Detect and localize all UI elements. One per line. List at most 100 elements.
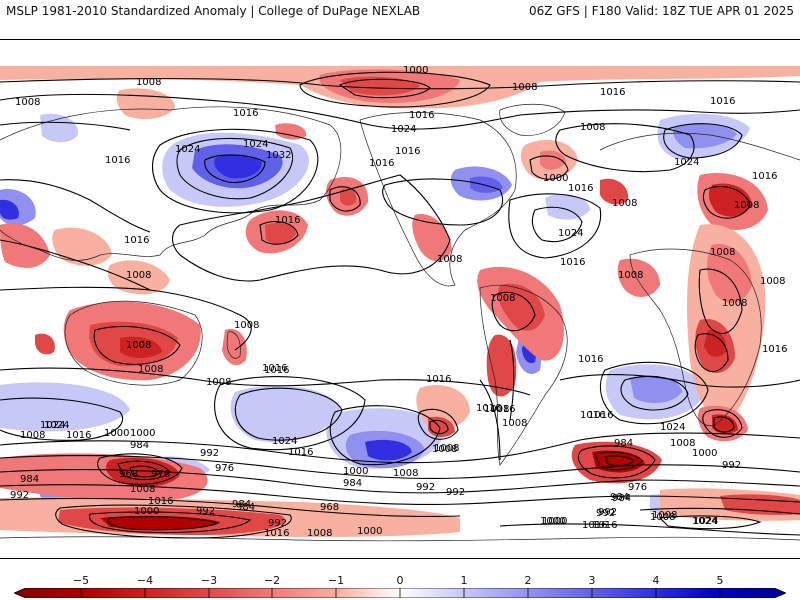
anomaly-red-indo	[107, 260, 170, 295]
isobar-1016-usa	[382, 178, 503, 226]
colorbar-tick-neg3: −3	[200, 574, 218, 587]
anomaly-red-nw	[116, 88, 175, 120]
isobar-1024-spac	[234, 387, 343, 441]
anomaly-red-arctic-max	[340, 76, 420, 96]
contour-label-1008-ind2: 1008	[760, 276, 785, 287]
contour-label-1016-far: 1016	[582, 520, 607, 531]
contour-label-1008-eu: 1008	[580, 122, 605, 133]
contour-label-1024-sp: 1024	[272, 436, 297, 447]
contour-label-1016-sam: 1016	[490, 404, 515, 415]
contour-label-1024-asia2: 1024	[243, 139, 268, 150]
isobar-1008-sam	[491, 291, 536, 332]
isobar-1016-satl	[599, 361, 709, 425]
contour-label-1016-sa: 1016	[476, 403, 501, 414]
coastline-africa	[629, 248, 762, 427]
isobar-1008-africa	[698, 268, 743, 334]
anomaly-red-so-w-core	[106, 457, 180, 487]
colorbar: −5 −4 −3 −2 −1 0 1 2 3 4 5	[0, 571, 800, 600]
contour-label-1008-sea: 1008	[126, 270, 151, 281]
isobar-1000-atl-low	[529, 155, 569, 180]
isobar-1016-atl-n	[555, 123, 695, 173]
contour-label-992-so5: 992	[268, 518, 287, 529]
contour-label-1016-sio: 1016	[66, 430, 91, 441]
isobar-1016-andes	[479, 379, 501, 461]
contour-label-984-so4: 984	[232, 499, 251, 510]
isobar-1016-ind	[0, 367, 531, 396]
contour-label-1016-ne1: 1016	[600, 87, 625, 98]
anomaly-red-so-max	[100, 515, 220, 530]
isobar-1008-npac-low	[329, 186, 361, 212]
contour-label-1016-ind: 1016	[762, 344, 787, 355]
contour-label-1024-nc: 1024	[391, 124, 416, 135]
contour-label-1016-nc: 1016	[233, 108, 258, 119]
chart-title: MSLP 1981-2010 Standardized Anomaly | Co…	[6, 4, 421, 18]
contour-label-1000-so3: 1000	[134, 506, 159, 517]
contour-label-1016-sp2: 1016	[426, 374, 451, 385]
colorbar-tick-2: 2	[524, 574, 532, 587]
contour-label-1000-sio2: 1000	[104, 428, 129, 439]
anomaly-red-nw2	[275, 123, 307, 140]
isobar-1032-siberia	[204, 154, 266, 184]
contour-label-1008-w: 1008	[15, 97, 40, 108]
contour-label-1016-usa: 1016	[369, 158, 394, 169]
coastline-europe	[599, 132, 800, 161]
isobar-1024-outer	[151, 128, 319, 214]
contour-label-984-sio2: 984	[236, 502, 255, 513]
colorbar-tick-neg1: −1	[327, 574, 345, 587]
contour-label-1008-far: 1008	[652, 510, 677, 521]
contour-label-1024-sio3: 1024	[40, 420, 65, 431]
contour-label-1016-ru: 1016	[752, 171, 777, 182]
contour-label-1024-asia: 1024	[175, 144, 200, 155]
contour-label-992-sp: 992	[416, 482, 435, 493]
contour-label-1016-w2: 1016	[124, 235, 149, 246]
isobar-1008-far	[639, 507, 800, 515]
isobar-1024-scand	[663, 123, 743, 159]
contour-label-1008-ru: 1008	[734, 200, 759, 211]
isobar-1016-atl-high	[508, 193, 602, 259]
contour-label-1008-sa: 1008	[502, 418, 527, 429]
contour-label-1008-nz: 1008	[432, 444, 457, 455]
contour-label-1000-so: 1000	[130, 428, 155, 439]
contour-label-984-so2: 984	[20, 474, 39, 485]
contour-label-1016-atl2: 1016	[560, 257, 585, 268]
isobar-968-satl-low	[594, 451, 643, 471]
contour-label-1008-af: 1008	[618, 270, 643, 281]
isobar-1000-sind-low	[713, 416, 735, 433]
contour-label-1016-atl: 1016	[568, 183, 593, 194]
contour-label-968-so: 968	[119, 469, 138, 480]
contour-label-984-sp: 984	[343, 478, 362, 489]
coastline-asia	[0, 106, 342, 261]
anomaly-red-africa-core1	[707, 244, 752, 303]
coastline-nz	[226, 331, 241, 359]
isobar-1016-safr	[559, 374, 800, 388]
contour-label-1008-so2: 1008	[130, 484, 155, 495]
contour-label-1008-sio3: 1008	[126, 340, 151, 351]
isobar-1024-atl-high	[531, 206, 583, 243]
isobar-1000-so-low	[55, 504, 292, 539]
contour-label-1008-so6: 1008	[307, 528, 332, 539]
isobar-1008-arctic	[0, 78, 800, 90]
anomaly-blue-ross-core	[365, 439, 412, 461]
contour-label-976-so: 976	[151, 469, 170, 480]
contour-label-992-so1: 992	[200, 448, 219, 459]
isobar-1024-satl	[620, 375, 689, 411]
isobar-976-satl-low	[577, 445, 656, 479]
anomaly-blue-spac	[230, 385, 340, 443]
isobar-1008-andes	[509, 339, 515, 421]
contour-label-1024-ind2: 1024	[660, 422, 685, 433]
isobar-1016-npac	[171, 174, 451, 282]
contour-label-1016-sio3: 1016	[264, 365, 289, 376]
contour-label-1008-af2: 1008	[722, 298, 747, 309]
contour-label-1000-far: 1000	[540, 516, 565, 527]
isobar-984-so-low	[107, 516, 220, 531]
contour-label-1024-atl: 1024	[558, 228, 583, 239]
anomaly-blue-scand-core	[673, 123, 737, 149]
contour-label-968-so4: 968	[320, 502, 339, 513]
anomaly-red-me	[617, 258, 660, 297]
contour-label-1000-arctic: 1000	[403, 65, 428, 76]
contour-label-1016-sam2: 1016	[580, 410, 605, 421]
isobar-1008-spac-in	[429, 419, 449, 435]
contour-label-1016-ne2: 1016	[710, 96, 735, 107]
contour-label-1000-atl: 1000	[543, 173, 568, 184]
isobar-1000-so	[0, 432, 800, 464]
